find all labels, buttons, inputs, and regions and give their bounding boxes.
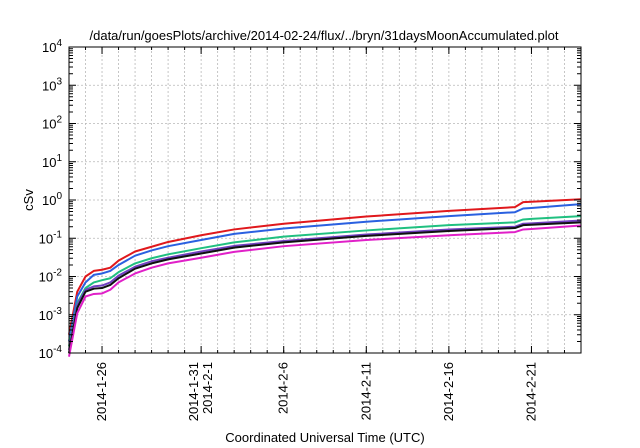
y-tick-label: 10-4 — [39, 344, 63, 361]
y-axis-ticks: 10-4 10-3 10-2 10-1 100 101 102 103 104 — [39, 38, 581, 361]
y-tick-label: 10-2 — [39, 268, 63, 285]
series-line — [68, 203, 582, 342]
x-tick-label: 2014-2-11 — [358, 362, 373, 420]
x-tick-label: 2014-2-16 — [441, 362, 456, 421]
series-line — [68, 215, 582, 347]
y-tick-label: 104 — [42, 38, 62, 55]
y-axis-label: cSv — [21, 189, 36, 211]
y-tick-label: 10-1 — [39, 229, 63, 246]
y-tick-label: 103 — [42, 76, 62, 93]
grid — [69, 47, 581, 353]
x-tick-label: 2014-2-21 — [523, 362, 538, 421]
x-axis-label: Coordinated Universal Time (UTC) — [225, 430, 424, 445]
x-tick-label: 2014-2-6 — [276, 362, 291, 414]
series-line — [68, 221, 582, 354]
series-line — [68, 198, 582, 335]
y-tick-label: 102 — [42, 115, 62, 132]
series-line — [68, 224, 582, 357]
y-tick-label: 10-3 — [39, 306, 63, 323]
x-axis-ticks: 2014-1-26 2014-1-31 2014-2-1 2014-2-6 2014-2… — [85, 47, 565, 421]
x-tick-label: 2014-1-31 — [186, 362, 201, 421]
x-tick-label: 2014-2-1 — [200, 362, 215, 414]
chart-title: /data/run/goesPlots/archive/2014-02-24/f… — [90, 28, 559, 43]
x-tick-label: 2014-1-26 — [94, 362, 109, 421]
y-tick-label: 101 — [42, 153, 62, 170]
series-lines — [68, 198, 582, 357]
series-line — [68, 219, 582, 351]
y-tick-label: 100 — [42, 191, 62, 208]
